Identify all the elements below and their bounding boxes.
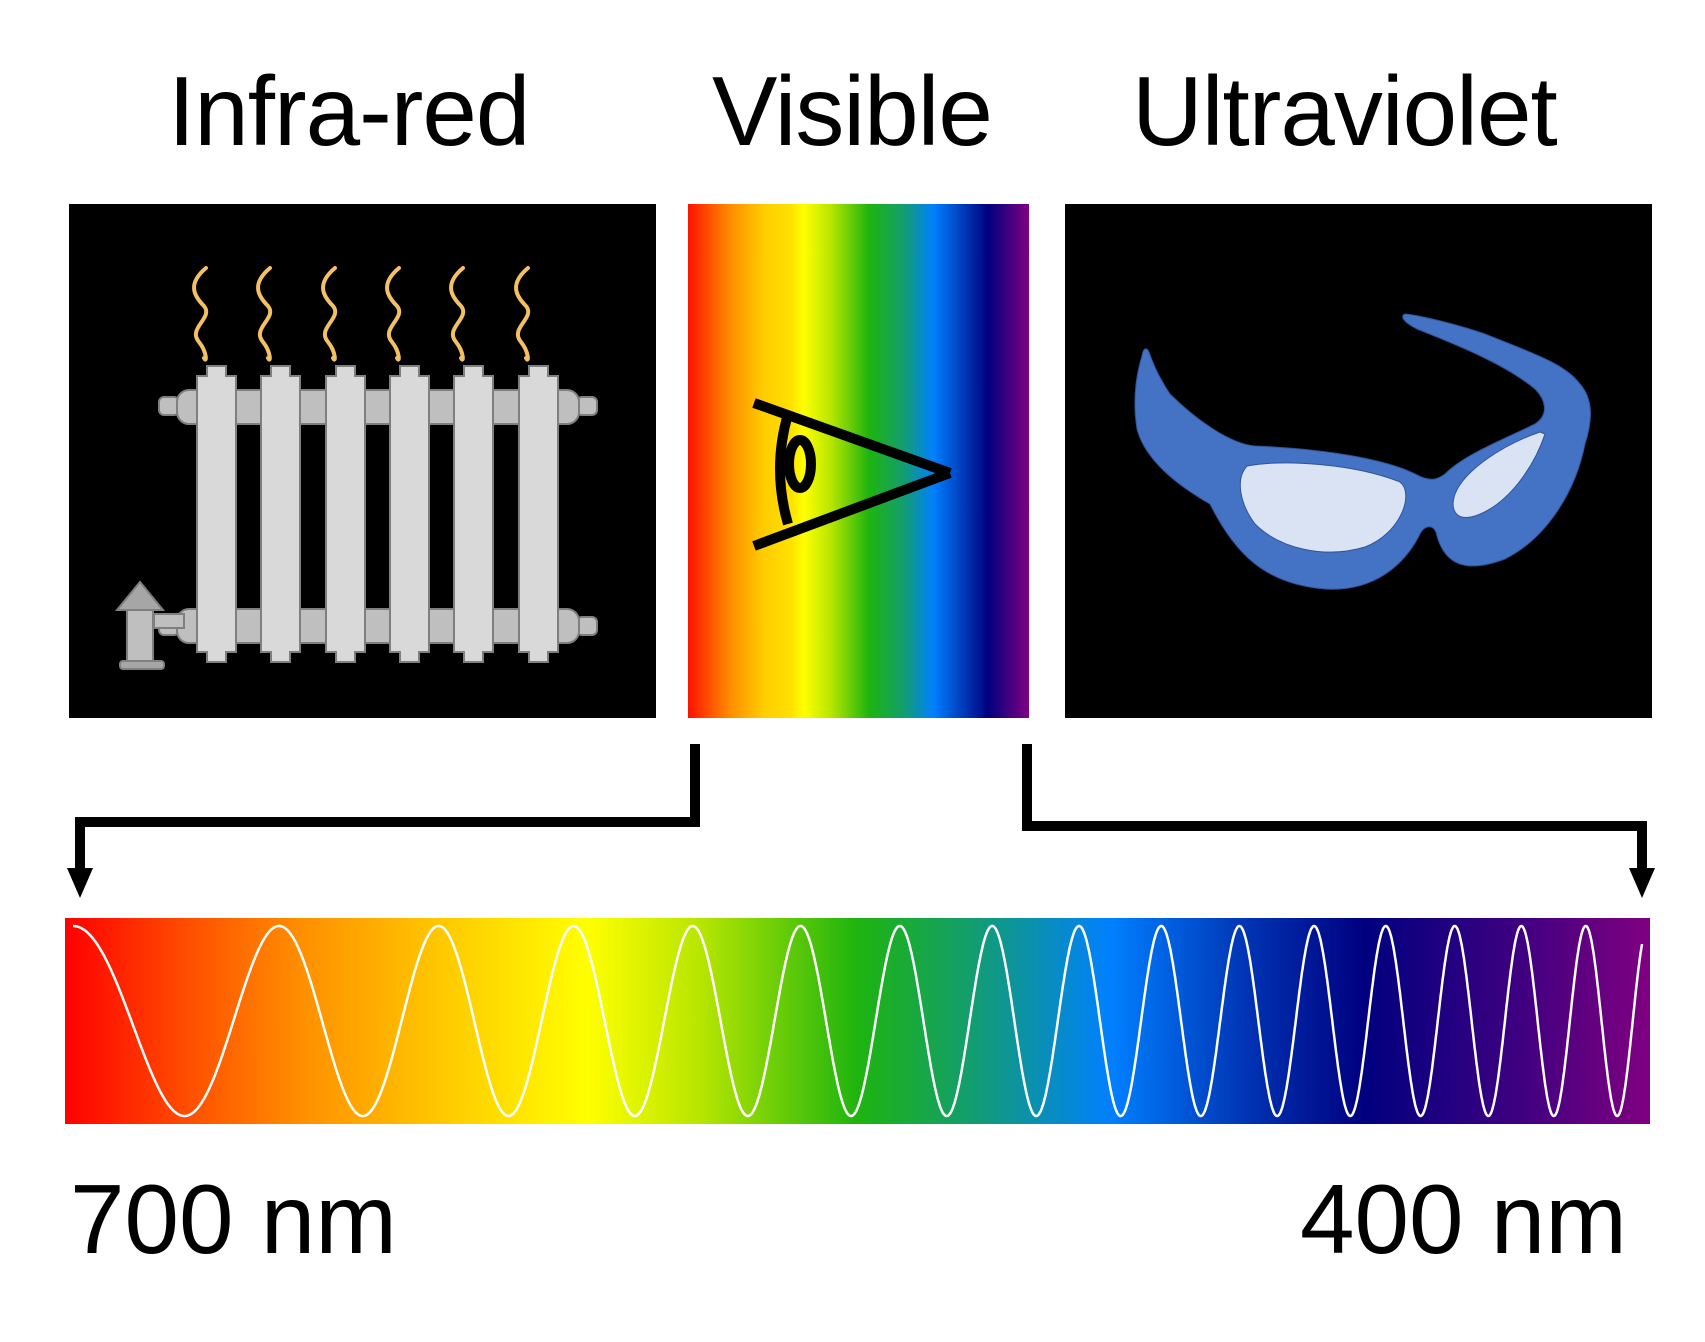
arrow-to-700nm-icon <box>67 744 700 898</box>
sine-wave-icon <box>73 924 1644 1118</box>
wavelength-spectrum-bar <box>65 918 1650 1124</box>
heat-wave-icon <box>449 266 466 362</box>
heat-wave-icon <box>321 266 338 362</box>
arrow-to-400nm-icon <box>1022 744 1655 898</box>
infrared-panel <box>69 204 656 718</box>
heat-wave-icon <box>514 266 531 362</box>
heat-wave-icon <box>192 266 209 362</box>
visible-spectrum-panel <box>688 204 1029 718</box>
wavelength-label-400nm: 400 nm <box>1300 1164 1627 1274</box>
title-visible: Visible <box>712 56 993 166</box>
wavelength-label-700nm: 700 nm <box>70 1164 397 1274</box>
heat-wave-icon <box>385 266 402 362</box>
eye-icon <box>752 398 952 551</box>
ultraviolet-panel <box>1065 204 1652 718</box>
title-ultraviolet: Ultraviolet <box>1132 56 1558 166</box>
heat-wave-icon <box>256 266 273 362</box>
sunglasses-icon <box>1134 313 1591 590</box>
title-infrared: Infra-red <box>168 56 530 166</box>
radiator-icon <box>114 266 598 670</box>
